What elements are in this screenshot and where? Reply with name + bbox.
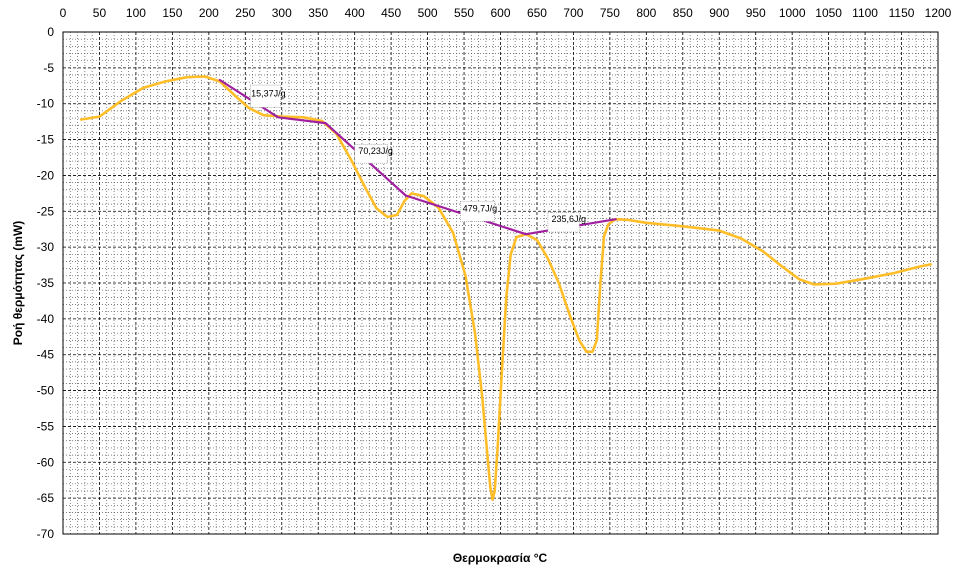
- annotation-label: 15,37J/g: [251, 89, 286, 99]
- x-tick-label: 150: [162, 6, 182, 20]
- x-tick-label: 800: [636, 6, 656, 20]
- gridlines: [62, 31, 939, 535]
- x-tick-label: 1200: [925, 6, 952, 20]
- y-tick-label: -40: [37, 312, 55, 326]
- annotation-box: [547, 212, 580, 233]
- x-tick-label: 900: [709, 6, 729, 20]
- x-tick-label: 1150: [889, 6, 915, 20]
- x-tick-label: 450: [381, 6, 401, 20]
- annotations-group: 15,37J/g 70,23J/g 479,7J/g 235,6J/g: [250, 84, 587, 233]
- annotation-box: [250, 84, 281, 108]
- y-tick-label: -55: [37, 419, 55, 433]
- annotation-box: [354, 144, 388, 164]
- annotation-label: 235,6J/g: [552, 214, 587, 224]
- x-tick-label: 50: [93, 6, 107, 20]
- y-tick-label: -65: [37, 491, 55, 505]
- annotation-label: 479,7J/g: [463, 203, 498, 213]
- heat-flow-curve: [79, 75, 933, 501]
- x-tick-label: 700: [563, 6, 583, 20]
- x-tick-label: 850: [673, 6, 693, 20]
- y-tick-label: -30: [37, 240, 55, 254]
- x-tick-label: 1050: [815, 6, 842, 20]
- y-axis-ticks: 0 -5 -10 -15 -20 -25 -30 -35 -40 -45 -50 -55 -60 -65 -…: [37, 25, 55, 541]
- y-tick-label: -35: [37, 276, 55, 290]
- x-tick-label: 200: [199, 6, 219, 20]
- y-tick-label: -45: [37, 348, 55, 362]
- x-tick-label: 650: [527, 6, 547, 20]
- y-tick-label: -50: [37, 384, 55, 398]
- y-tick-label: -10: [37, 97, 55, 111]
- x-tick-label: 250: [235, 6, 255, 20]
- x-tick-label: 500: [418, 6, 438, 20]
- x-tick-label: 950: [746, 6, 766, 20]
- x-tick-label: 1100: [852, 6, 878, 20]
- y-tick-label: -25: [37, 204, 55, 218]
- y-tick-label: -70: [37, 527, 55, 541]
- x-tick-label: 0: [60, 6, 67, 20]
- x-tick-label: 100: [126, 6, 146, 20]
- y-axis-title: Ροή θερμότητας (mW): [11, 221, 25, 346]
- y-tick-label: -15: [37, 133, 55, 147]
- x-tick-label: 350: [308, 6, 328, 20]
- y-tick-label: 0: [47, 25, 54, 39]
- x-tick-label: 300: [272, 6, 292, 20]
- x-axis-ticks: 0 50 100 150 200 250 300 350 400 450 500 550 600 650 7…: [60, 6, 952, 20]
- x-tick-label: 550: [454, 6, 474, 20]
- x-tick-label: 400: [345, 6, 365, 20]
- annotation-label: 70,23J/g: [358, 146, 393, 156]
- y-tick-label: -20: [37, 168, 55, 182]
- x-tick-label: 1000: [779, 6, 806, 20]
- x-axis-title: Θερμοκρασία °C: [453, 551, 548, 565]
- y-tick-label: -60: [37, 455, 55, 469]
- y-tick-label: -5: [43, 61, 54, 75]
- x-tick-label: 600: [490, 6, 510, 20]
- annotation-box: [460, 200, 495, 222]
- x-tick-label: 750: [600, 6, 620, 20]
